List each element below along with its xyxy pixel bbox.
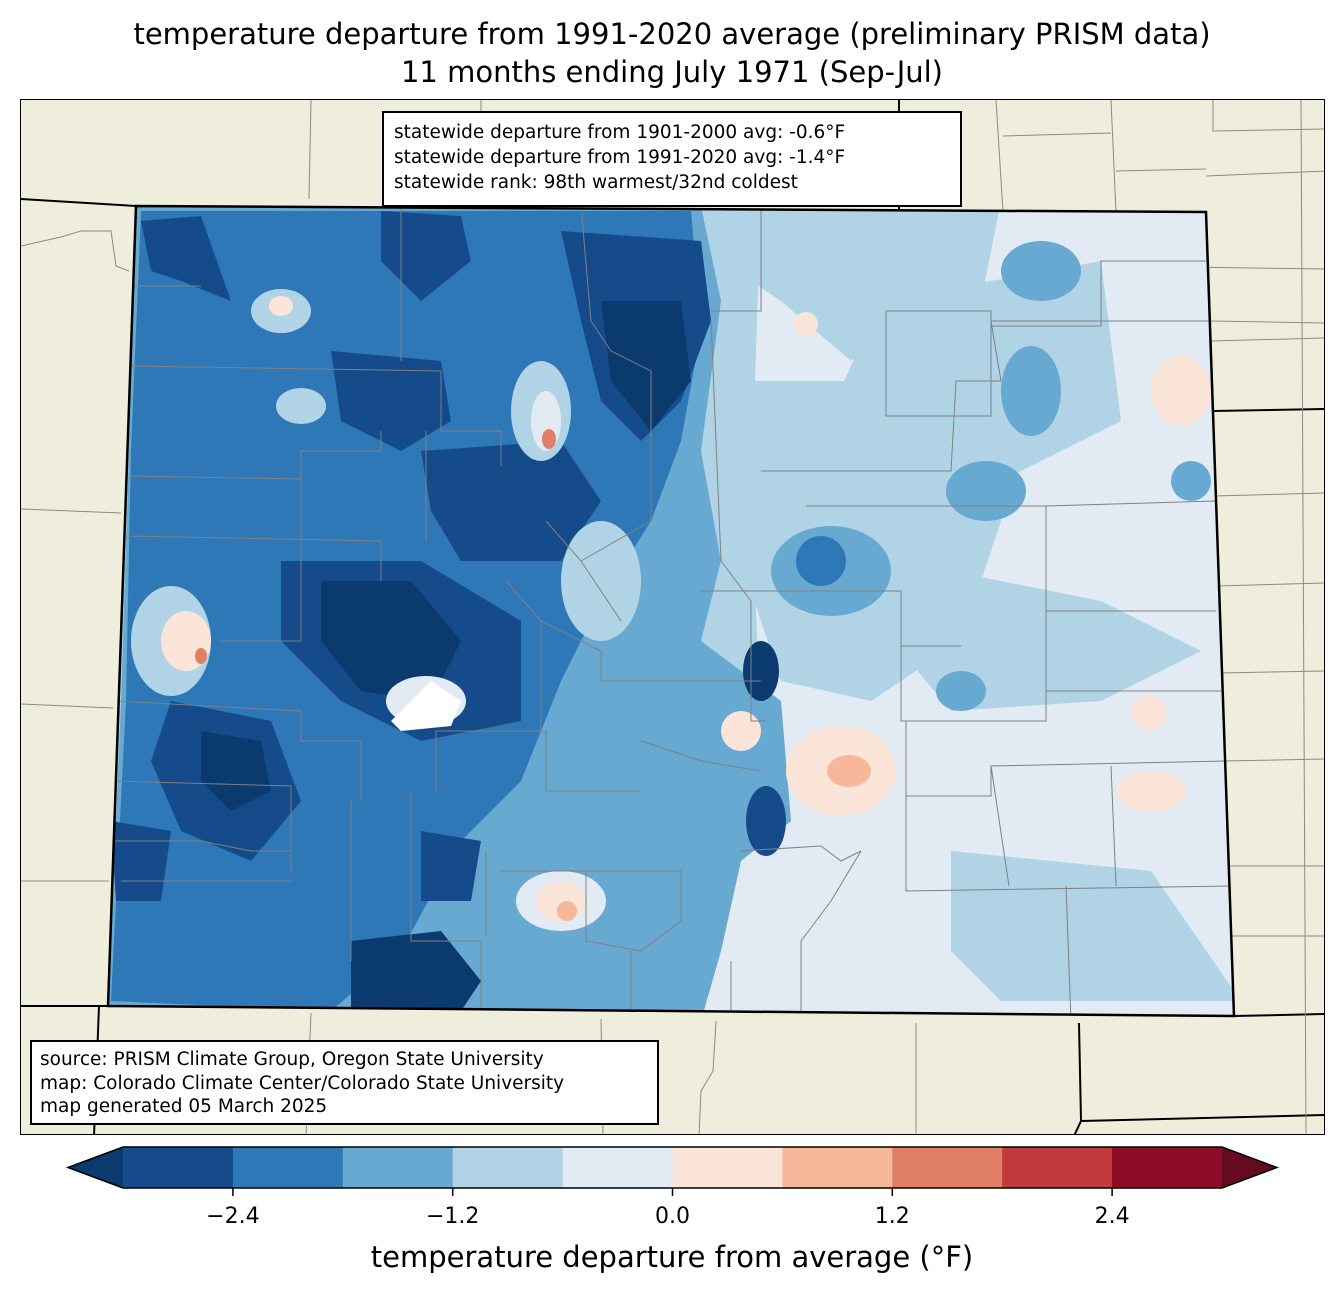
colorbar-segment — [123, 1147, 234, 1188]
colorbar-segment — [452, 1147, 564, 1188]
stats-rank: statewide rank: 98th warmest/32nd coldes… — [394, 172, 798, 193]
colorbar-segment — [892, 1147, 1003, 1188]
colorbar-tick-label: 0.0 — [655, 1204, 690, 1229]
colorbar-segment — [782, 1147, 893, 1188]
map-title-line-1: temperature departure from 1991-2020 ave… — [133, 17, 1211, 51]
colorbar-tick-label: 1.2 — [874, 1204, 910, 1229]
colorbar-tick-label: −1.2 — [425, 1204, 480, 1229]
source-line: source: PRISM Climate Group, Oregon Stat… — [40, 1049, 544, 1070]
colorbar-tick-label: 2.4 — [1094, 1204, 1130, 1229]
colorbar-segment — [1002, 1147, 1113, 1188]
source-box: source: PRISM Climate Group, Oregon Stat… — [30, 1040, 659, 1125]
colorbar-segment — [342, 1147, 454, 1188]
colorbar-segment — [672, 1147, 783, 1188]
colorbar-tick-label: −2.4 — [206, 1204, 260, 1229]
colorado-map — [21, 100, 1324, 1134]
generated-date-line: map generated 05 March 2025 — [40, 1096, 328, 1117]
statewide-stats-box: statewide departure from 1901-2000 avg: … — [382, 111, 962, 207]
map-title-line-2: 11 months ending July 1971 (Sep-Jul) — [400, 55, 943, 89]
colorbar-segment — [232, 1147, 344, 1188]
colorbar-extend-low — [68, 1147, 123, 1188]
map-panel — [20, 99, 1325, 1135]
colorbar-segment — [1112, 1147, 1223, 1188]
colorado-border — [106, 204, 1236, 1018]
colorbar-outline — [65, 1146, 1280, 1189]
colorbar-segment — [562, 1147, 673, 1188]
colorbar-extend-high — [1222, 1147, 1277, 1188]
county-lines — [111, 206, 1232, 1016]
stats-departure-1991-2020: statewide departure from 1991-2020 avg: … — [394, 147, 846, 168]
map-credit-line: map: Colorado Climate Center/Colorado St… — [40, 1072, 565, 1094]
stats-departure-1901-2000: statewide departure from 1901-2000 avg: … — [394, 122, 846, 143]
colorbar-label: temperature departure from average (°F) — [370, 1240, 974, 1274]
